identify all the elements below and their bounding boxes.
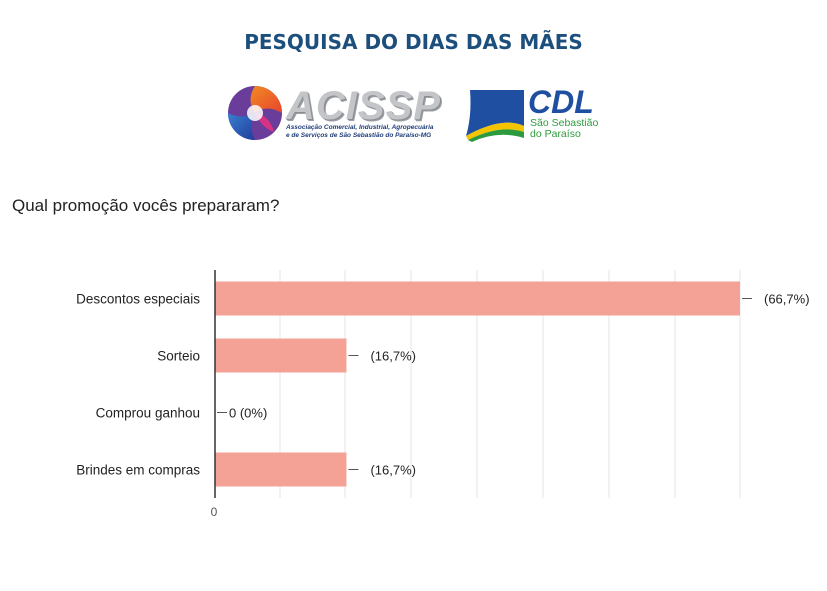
category-label: Descontos especiais xyxy=(76,292,200,307)
acissp-logo: ACISSP Associação Comercial, Industrial,… xyxy=(226,84,451,144)
data-label: (16,7%) xyxy=(370,463,416,478)
cdl-logo: CDL São Sebastião do Paraíso xyxy=(462,84,612,146)
page-title: PESQUISA DO DIAS DAS MÃES xyxy=(244,30,583,54)
cdl-subtitle: São Sebastião do Paraíso xyxy=(530,118,598,140)
acissp-wordmark: ACISSP xyxy=(286,84,441,128)
data-label: (16,7%) xyxy=(370,349,416,364)
cdl-subtitle-line-1: São Sebastião xyxy=(530,117,599,129)
cdl-subtitle-line-2: do Paraíso xyxy=(530,128,581,140)
cdl-flag-icon xyxy=(466,90,524,142)
logos-row: ACISSP Associação Comercial, Industrial,… xyxy=(0,80,827,150)
acissp-tagline-line-1: Associação Comercial, Industrial, Agrope… xyxy=(286,124,434,131)
cdl-wordmark: CDL xyxy=(528,84,594,120)
acissp-swirl-icon xyxy=(228,86,282,140)
bar-chart: Descontos especiais (66,7%) Sorteio (16,7%)… xyxy=(76,270,810,519)
data-label: 0 (0%) xyxy=(229,406,267,421)
x-tick-label: 0 xyxy=(211,505,218,519)
category-label: Comprou ganhou xyxy=(96,406,200,421)
category-label: Sorteio xyxy=(157,349,200,364)
bar xyxy=(215,338,347,373)
acissp-tagline-line-2: e de Serviços de São Sebastião do Paraís… xyxy=(286,132,432,139)
category-label: Brindes em compras xyxy=(76,463,200,478)
bar xyxy=(215,281,740,316)
bar xyxy=(215,452,347,487)
chart-question: Qual promoção vocês prepararam? xyxy=(12,196,280,215)
data-label: (66,7%) xyxy=(764,292,810,307)
acissp-tagline: Associação Comercial, Industrial, Agrope… xyxy=(286,124,456,140)
